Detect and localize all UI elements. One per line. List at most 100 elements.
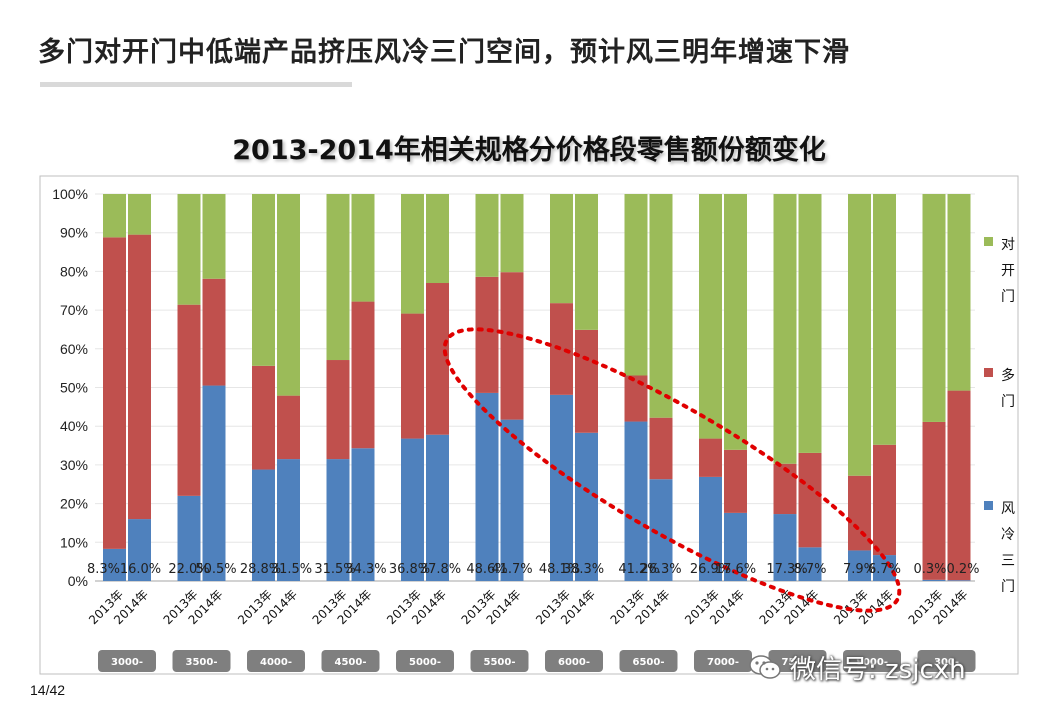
bar-segment — [773, 194, 797, 464]
bar-segment — [550, 194, 573, 304]
bar-segment — [177, 495, 201, 581]
bar-segment — [475, 392, 499, 581]
title-underline — [40, 82, 352, 87]
price-segment-label: 6000- — [558, 657, 590, 668]
price-segment-button — [321, 650, 380, 672]
price-segment-buttons: 3000- 3500- 4000- 4500- 5000- 5500- 6000- 6500-… — [98, 650, 976, 672]
y-tick-label: 20% — [60, 496, 88, 512]
bar-segment — [624, 194, 648, 376]
legend-label: 对开门 — [1001, 237, 1015, 305]
bar-segment — [475, 276, 499, 393]
bar-segment — [401, 194, 424, 314]
bar-segment — [624, 375, 648, 422]
price-segment-button — [619, 650, 678, 672]
bar-segment — [326, 360, 350, 460]
bar-segment — [550, 394, 573, 581]
data-label: 17.6% — [715, 562, 756, 577]
data-label: 41.7% — [491, 562, 532, 577]
bar-segment — [848, 550, 871, 581]
price-segment-label: 7000- — [707, 657, 739, 668]
bar-segment — [401, 438, 424, 581]
bar-segment — [798, 547, 822, 581]
bar-segment — [202, 194, 226, 279]
bar-segment — [128, 194, 151, 235]
bar-segment — [773, 514, 797, 581]
y-axis-ticks: 0% 10% 20% 30% 40% 50% 60% 70% 80% 90% 100% — [52, 186, 88, 589]
bar-segment — [252, 194, 275, 366]
price-segment-button — [172, 650, 231, 672]
bar-segment — [624, 421, 648, 581]
bar-segment — [128, 519, 151, 581]
chart-title: 2013-2014年相关规格分价格段零售额份额变化 — [232, 135, 826, 166]
bar-segment — [277, 459, 300, 581]
bar-segment — [252, 469, 275, 581]
wechat-icon — [749, 655, 781, 679]
price-segment-label: 4500- — [335, 657, 367, 668]
data-label: 48.1% — [539, 562, 580, 577]
y-tick-label: 10% — [60, 534, 88, 550]
legend-swatch — [984, 368, 993, 377]
bar-segment — [202, 385, 226, 581]
bar-segment — [177, 304, 201, 496]
bar-segment — [426, 434, 449, 581]
data-label: 28.8% — [240, 562, 281, 577]
bar-segment — [177, 194, 201, 305]
price-segment-button — [694, 650, 752, 672]
bar-segment — [202, 278, 226, 386]
bar-segment — [947, 194, 971, 391]
bars — [103, 194, 971, 581]
price-segment-button — [545, 650, 603, 672]
bar-segment — [475, 194, 499, 277]
bar-segment — [649, 417, 673, 480]
bar-segment — [575, 432, 598, 581]
bar-segment — [500, 272, 524, 420]
data-label: 0.3% — [913, 562, 946, 577]
data-label: 31.5% — [314, 562, 355, 577]
data-label: 8.7% — [793, 562, 826, 577]
data-label: 37.8% — [420, 562, 461, 577]
price-segment-button — [917, 650, 976, 672]
bar-segment — [724, 194, 747, 450]
price-segment-label: 3000- — [111, 657, 143, 668]
legend-swatch — [984, 501, 993, 510]
bar-segment — [351, 194, 375, 302]
bar-segment — [277, 194, 300, 396]
bar-segment — [922, 194, 946, 422]
y-tick-label: 50% — [60, 380, 88, 396]
bar-segment — [848, 194, 871, 476]
bar-segment — [326, 194, 350, 361]
y-tick-label: 60% — [60, 341, 88, 357]
data-labels: 8.3% 16.0% 22.0%50.5% 28.8%31.5% 31.5%34.3% 3… — [87, 562, 980, 577]
data-label: 7.9% — [843, 562, 876, 577]
bar-segment — [699, 476, 722, 581]
bar-segment — [922, 579, 946, 581]
price-segment-button — [843, 650, 901, 672]
data-label: 41.2% — [618, 562, 659, 577]
bar-segment — [500, 419, 524, 581]
bar-segment — [699, 194, 722, 439]
bar-segment — [103, 237, 126, 549]
bar-segment — [649, 479, 673, 581]
y-tick-label: 100% — [52, 186, 88, 202]
y-tick-label: 80% — [60, 263, 88, 279]
legend-swatch — [984, 237, 993, 246]
data-label: 6.7% — [868, 562, 901, 577]
bar-segment — [724, 449, 747, 513]
bar-segment — [252, 365, 275, 470]
data-label: 26.9% — [690, 562, 731, 577]
watermark: 微信号: zsjcxh — [748, 647, 966, 687]
price-segment-button — [396, 650, 454, 672]
bar-segment — [550, 303, 573, 395]
y-tick-label: 90% — [60, 225, 88, 241]
bar-segment — [575, 194, 598, 330]
price-segment-label: 5500- — [484, 657, 516, 668]
data-label: 36.8% — [389, 562, 430, 577]
data-label: 50.5% — [195, 562, 236, 577]
bar-segment — [798, 194, 822, 453]
y-tick-label: 70% — [60, 302, 88, 318]
y-tick-label: 40% — [60, 418, 88, 434]
page-number: 14/42 — [30, 682, 66, 698]
legend-label: 多门 — [1001, 367, 1015, 410]
